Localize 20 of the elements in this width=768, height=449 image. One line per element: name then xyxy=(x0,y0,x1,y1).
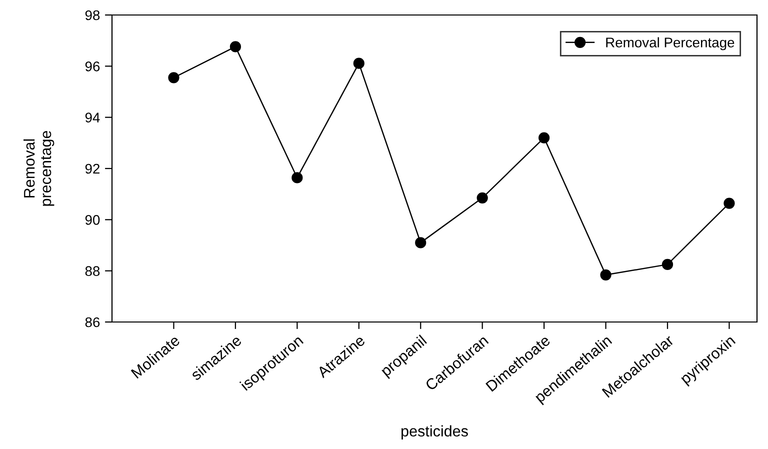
y-tick-label: 90 xyxy=(85,215,100,225)
y-tick-label: 86 xyxy=(85,317,100,328)
y-tick-label: 92 xyxy=(85,164,100,174)
point xyxy=(476,192,488,204)
point xyxy=(600,269,612,280)
point xyxy=(538,132,550,144)
point xyxy=(292,172,303,184)
point xyxy=(724,198,735,209)
y-tick-label: 88 xyxy=(85,266,100,276)
y-tick-label: 96 xyxy=(85,62,100,72)
point xyxy=(353,58,364,69)
x-axis-title: pesticides xyxy=(402,425,468,440)
legend-label: Removal Percentage xyxy=(606,37,734,50)
point xyxy=(415,237,426,248)
point xyxy=(662,258,674,270)
y-tick-label: 98 xyxy=(85,10,100,20)
point xyxy=(168,72,180,84)
point xyxy=(230,41,241,52)
y-axis-title: Removal precentage xyxy=(23,130,54,206)
y-tick-label: 94 xyxy=(85,112,100,123)
